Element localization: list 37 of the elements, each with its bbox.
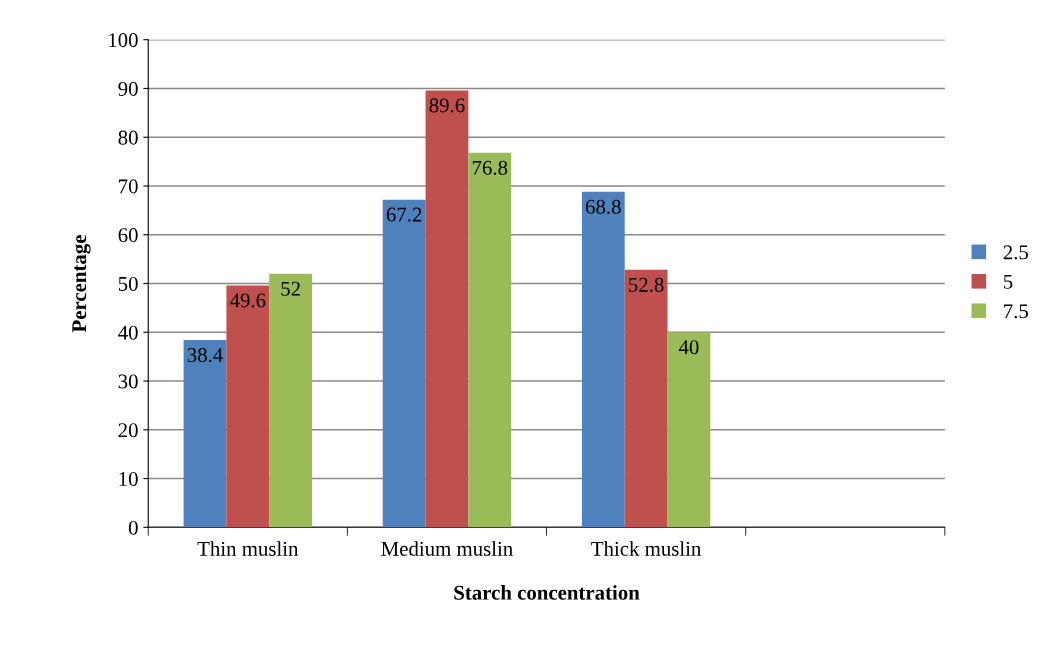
data-label: 89.6 (429, 98, 465, 113)
data-label: 49.6 (230, 293, 266, 308)
y-tick-label: 90 (118, 81, 138, 96)
bar (624, 269, 668, 528)
data-label: 67.2 (386, 207, 422, 222)
bar (581, 191, 625, 528)
y-axis-title: Percentage (72, 235, 91, 333)
legend-label: 7.5 (1004, 304, 1029, 319)
bar (382, 199, 426, 528)
data-label: 40 (678, 340, 699, 355)
y-tick-label: 70 (119, 179, 138, 194)
x-tick-label: Thick muslin (591, 541, 702, 556)
legend-label: 5 (1004, 274, 1013, 289)
y-tick-label: 100 (109, 33, 138, 48)
bar (425, 90, 469, 528)
y-tick-label: 60 (118, 228, 138, 243)
x-axis-title: Starch concentration (454, 585, 640, 600)
legend-label: 2.5 (1003, 245, 1029, 260)
y-tick-label: 20 (118, 423, 138, 438)
data-label: 52.8 (629, 277, 664, 292)
y-tick-label: 30 (118, 374, 138, 389)
data-label: 76.8 (472, 160, 508, 175)
x-tick-label: Thin muslin (197, 541, 299, 556)
bar (183, 340, 227, 528)
bar (226, 285, 270, 528)
bar (468, 152, 512, 528)
y-tick-label: 10 (119, 471, 138, 486)
y-tick-label: 50 (118, 276, 138, 291)
y-tick-label: 0 (128, 520, 138, 535)
bar (269, 273, 313, 528)
bar (667, 332, 711, 528)
y-tick-label: 80 (118, 130, 138, 145)
x-tick-label: Medium muslin (381, 541, 513, 556)
y-tick-label: 40 (118, 325, 138, 340)
data-label: 68.8 (585, 199, 621, 214)
data-label: 52 (281, 281, 300, 296)
data-label: 38.4 (187, 347, 223, 363)
